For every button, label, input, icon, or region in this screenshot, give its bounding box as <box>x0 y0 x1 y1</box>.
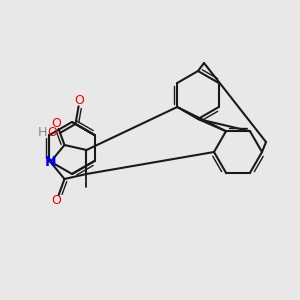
Text: O: O <box>75 94 85 107</box>
Text: O: O <box>47 127 57 140</box>
Text: H: H <box>38 127 48 140</box>
Text: O: O <box>52 194 61 208</box>
Text: O: O <box>52 116 61 130</box>
Text: N: N <box>45 155 56 169</box>
